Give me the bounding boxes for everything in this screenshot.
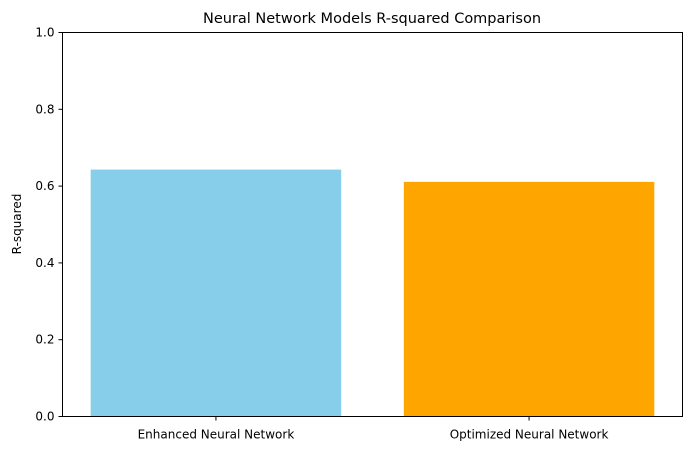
y-tick-label: 0.4 <box>35 256 54 270</box>
y-tick-label: 0.6 <box>35 179 54 193</box>
y-tick-label: 0.0 <box>35 410 54 424</box>
x-axis: Enhanced Neural Network Optimized Neural … <box>138 416 609 442</box>
y-tick-label: 0.2 <box>35 333 54 347</box>
bar-enhanced-neural-network <box>90 169 342 417</box>
bars-group <box>90 169 655 417</box>
y-axis: 0.0 0.2 0.4 0.6 0.8 1.0 <box>35 26 63 424</box>
chart-title: Neural Network Models R-squared Comparis… <box>203 11 541 27</box>
y-tick-label: 0.8 <box>35 102 54 116</box>
x-tick-label: Enhanced Neural Network <box>138 428 295 442</box>
plot-frame <box>62 32 683 417</box>
x-tick-label: Optimized Neural Network <box>450 428 609 442</box>
y-tick-label: 1.0 <box>35 26 54 40</box>
y-axis-label: R-squared <box>10 194 24 255</box>
bar-optimized-neural-network <box>403 181 655 417</box>
